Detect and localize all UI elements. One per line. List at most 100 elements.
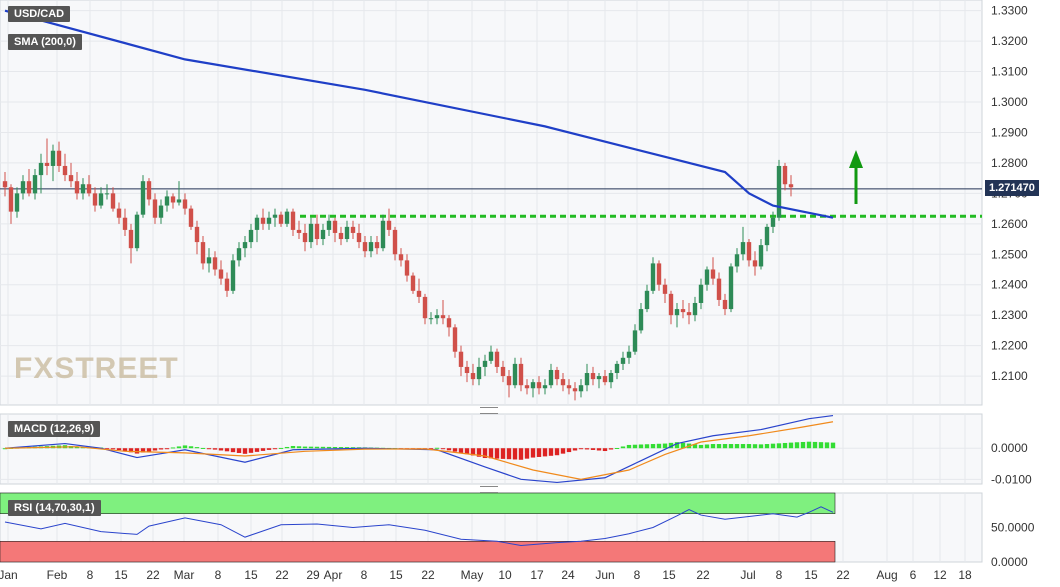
candle-body xyxy=(560,379,566,386)
price-tick-label: 1.3200 xyxy=(991,34,1028,48)
price-tick-label: 1.2800 xyxy=(991,156,1028,170)
macd-histogram-bar xyxy=(698,444,704,449)
macd-histogram-bar xyxy=(680,442,686,449)
candle xyxy=(722,293,728,316)
macd-histogram-bar xyxy=(464,448,470,455)
candle-body xyxy=(266,217,272,224)
x-tick-label: 8 xyxy=(634,568,641,582)
macd-histogram-bar xyxy=(164,448,170,450)
candle xyxy=(128,223,134,264)
candle-body xyxy=(236,248,242,261)
candle xyxy=(56,141,62,173)
candle-body xyxy=(98,193,104,206)
candle xyxy=(476,357,482,386)
candle-body xyxy=(548,369,554,386)
candle xyxy=(2,172,8,197)
candle-body xyxy=(566,385,572,389)
candle-body xyxy=(632,330,638,352)
candle-body xyxy=(80,184,86,194)
candle xyxy=(788,175,794,197)
macd-histogram-bar xyxy=(296,446,302,449)
candle-body xyxy=(140,181,146,215)
macd-histogram-bar xyxy=(722,444,728,449)
macd-pane-resize-handle[interactable] xyxy=(480,407,498,414)
candle xyxy=(590,366,596,386)
candle xyxy=(338,226,344,246)
candle xyxy=(182,193,188,215)
candle-body xyxy=(146,181,152,200)
candle-body xyxy=(50,150,56,166)
rsi-tick-label: 50.0000 xyxy=(991,521,1035,535)
candle xyxy=(236,242,242,267)
candle-body xyxy=(272,214,278,218)
candle xyxy=(416,278,422,303)
candle-body xyxy=(494,351,500,367)
candle xyxy=(620,351,626,370)
candle xyxy=(242,235,248,258)
macd-histogram-bar xyxy=(704,444,710,449)
candle-body xyxy=(308,223,314,243)
macd-histogram-bar xyxy=(650,444,656,449)
x-tick-label: 15 xyxy=(804,568,818,582)
macd-indicator-label[interactable]: MACD (12,26,9) xyxy=(8,421,101,437)
macd-histogram-bar xyxy=(494,448,500,459)
candle xyxy=(206,248,212,273)
macd-histogram-bar xyxy=(428,448,434,450)
candle-body xyxy=(260,217,266,224)
candle-body xyxy=(404,260,410,276)
candle xyxy=(680,299,686,319)
rsi-overbought-zone xyxy=(0,492,836,515)
candle xyxy=(92,187,98,212)
macd-histogram-bar xyxy=(452,448,458,452)
price-tick-label: 1.2100 xyxy=(991,369,1028,383)
candle-body xyxy=(230,260,236,291)
candle-body xyxy=(410,275,416,291)
candle xyxy=(62,153,68,182)
candle xyxy=(506,369,512,398)
candle-body xyxy=(416,290,422,297)
rsi-tick-label: 0.0000 xyxy=(991,555,1028,569)
rsi-pane-resize-handle[interactable] xyxy=(480,486,498,493)
macd-histogram-bar xyxy=(620,446,626,449)
candle xyxy=(434,309,440,325)
candle-body xyxy=(134,214,140,249)
macd-histogram-bar xyxy=(542,448,548,457)
macd-histogram-bar xyxy=(440,448,446,450)
macd-histogram-bar xyxy=(578,448,584,450)
macd-histogram-bar xyxy=(302,446,308,449)
candle-body xyxy=(626,351,632,358)
candle-body xyxy=(344,226,350,240)
x-tick-label: 24 xyxy=(561,568,575,582)
candle-body xyxy=(482,360,488,367)
candle-body xyxy=(110,193,116,209)
candle-body xyxy=(506,376,512,386)
macd-histogram-bar xyxy=(212,448,218,450)
macd-histogram-bar xyxy=(338,447,344,449)
candle xyxy=(110,187,116,212)
rsi-indicator-label[interactable]: RSI (14,70,30,1) xyxy=(8,500,101,516)
candle-body xyxy=(356,232,362,243)
candle-body xyxy=(314,223,320,240)
candle-body xyxy=(350,226,356,233)
macd-histogram-bar xyxy=(806,441,812,449)
macd-histogram-bar xyxy=(800,441,806,449)
macd-histogram-bar xyxy=(812,441,818,449)
x-tick-label: 15 xyxy=(389,568,403,582)
candle xyxy=(614,360,620,380)
candle xyxy=(44,138,50,176)
macd-histogram-bar xyxy=(824,442,830,449)
candle-body xyxy=(746,242,752,261)
sma-indicator-label[interactable]: SMA (200,0) xyxy=(8,34,82,50)
candle-body xyxy=(428,318,434,320)
macd-histogram-bar xyxy=(128,448,134,453)
candle-body xyxy=(74,181,80,194)
candle-body xyxy=(776,165,782,218)
candle-body xyxy=(488,351,494,361)
candle-body xyxy=(470,373,476,380)
candle xyxy=(458,345,464,377)
last-price-tag: 1.271470 xyxy=(985,180,1039,196)
candle xyxy=(200,235,206,270)
candle xyxy=(272,208,278,227)
macd-histogram-bar xyxy=(158,448,164,450)
candle-body xyxy=(170,196,176,203)
